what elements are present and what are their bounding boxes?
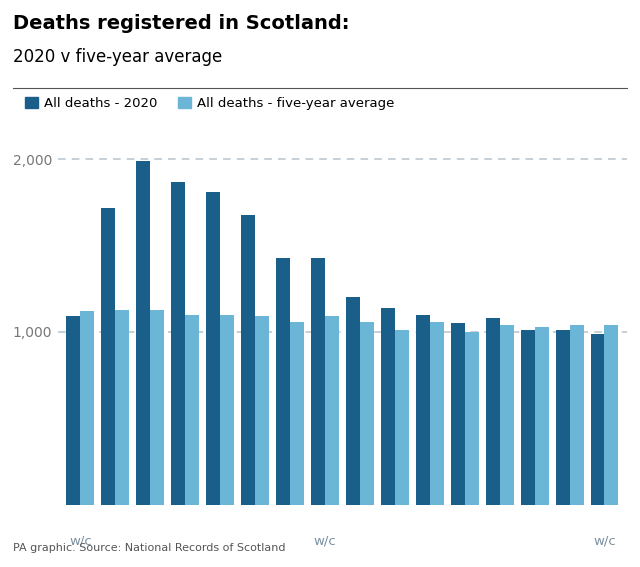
Bar — [556, 330, 570, 505]
Text: w/c: w/c — [69, 535, 92, 548]
Bar — [520, 330, 534, 505]
Bar — [381, 308, 395, 505]
Bar — [534, 327, 548, 505]
Bar — [185, 315, 199, 505]
Bar — [101, 208, 115, 505]
Bar — [311, 257, 325, 505]
Bar — [570, 325, 584, 505]
Bar — [80, 311, 94, 505]
Bar — [206, 192, 220, 505]
Bar — [591, 333, 605, 505]
Bar — [136, 161, 150, 505]
Bar — [451, 323, 465, 505]
Bar — [115, 310, 129, 505]
Bar — [325, 316, 339, 505]
Bar — [395, 330, 409, 505]
Bar — [416, 315, 430, 505]
Bar — [255, 316, 269, 505]
Bar — [241, 214, 255, 505]
Legend: All deaths - 2020, All deaths - five-year average: All deaths - 2020, All deaths - five-yea… — [19, 92, 400, 115]
Text: w/c: w/c — [593, 535, 616, 548]
Text: 2020 v five-year average: 2020 v five-year average — [13, 48, 222, 66]
Bar — [220, 315, 234, 505]
Bar — [67, 316, 80, 505]
Bar — [150, 310, 164, 505]
Bar — [171, 181, 185, 505]
Bar — [605, 325, 618, 505]
Bar — [486, 318, 500, 505]
Bar — [500, 325, 514, 505]
Bar — [290, 321, 304, 505]
Bar — [465, 332, 479, 505]
Bar — [346, 298, 360, 505]
Text: w/c: w/c — [314, 535, 336, 548]
Text: PA graphic. Source: National Records of Scotland: PA graphic. Source: National Records of … — [13, 543, 285, 553]
Bar — [276, 257, 290, 505]
Bar — [430, 321, 444, 505]
Bar — [360, 321, 374, 505]
Text: Deaths registered in Scotland:: Deaths registered in Scotland: — [13, 14, 349, 33]
